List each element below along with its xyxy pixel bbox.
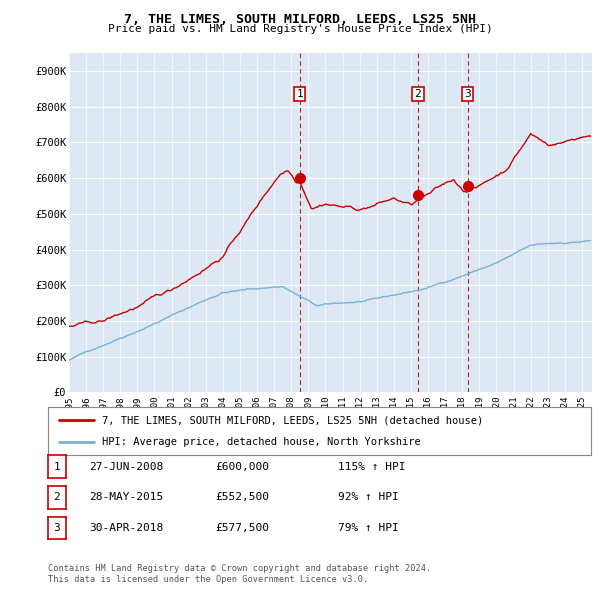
Text: 92% ↑ HPI: 92% ↑ HPI — [338, 493, 398, 502]
Text: 30-APR-2018: 30-APR-2018 — [89, 523, 163, 533]
Text: 2: 2 — [53, 493, 61, 502]
Text: £552,500: £552,500 — [215, 493, 269, 502]
Text: 7, THE LIMES, SOUTH MILFORD, LEEDS, LS25 5NH (detached house): 7, THE LIMES, SOUTH MILFORD, LEEDS, LS25… — [103, 415, 484, 425]
Text: HPI: Average price, detached house, North Yorkshire: HPI: Average price, detached house, Nort… — [103, 437, 421, 447]
Text: 1: 1 — [296, 89, 303, 99]
Text: This data is licensed under the Open Government Licence v3.0.: This data is licensed under the Open Gov… — [48, 575, 368, 584]
Text: 3: 3 — [53, 523, 61, 533]
Text: 79% ↑ HPI: 79% ↑ HPI — [338, 523, 398, 533]
Text: 115% ↑ HPI: 115% ↑ HPI — [338, 462, 406, 471]
Text: £600,000: £600,000 — [215, 462, 269, 471]
Text: £577,500: £577,500 — [215, 523, 269, 533]
Text: Contains HM Land Registry data © Crown copyright and database right 2024.: Contains HM Land Registry data © Crown c… — [48, 565, 431, 573]
Text: 28-MAY-2015: 28-MAY-2015 — [89, 493, 163, 502]
Text: 2: 2 — [415, 89, 421, 99]
Text: 27-JUN-2008: 27-JUN-2008 — [89, 462, 163, 471]
Text: Price paid vs. HM Land Registry's House Price Index (HPI): Price paid vs. HM Land Registry's House … — [107, 24, 493, 34]
Text: 1: 1 — [53, 462, 61, 471]
Text: 7, THE LIMES, SOUTH MILFORD, LEEDS, LS25 5NH: 7, THE LIMES, SOUTH MILFORD, LEEDS, LS25… — [124, 13, 476, 26]
Text: 3: 3 — [464, 89, 471, 99]
